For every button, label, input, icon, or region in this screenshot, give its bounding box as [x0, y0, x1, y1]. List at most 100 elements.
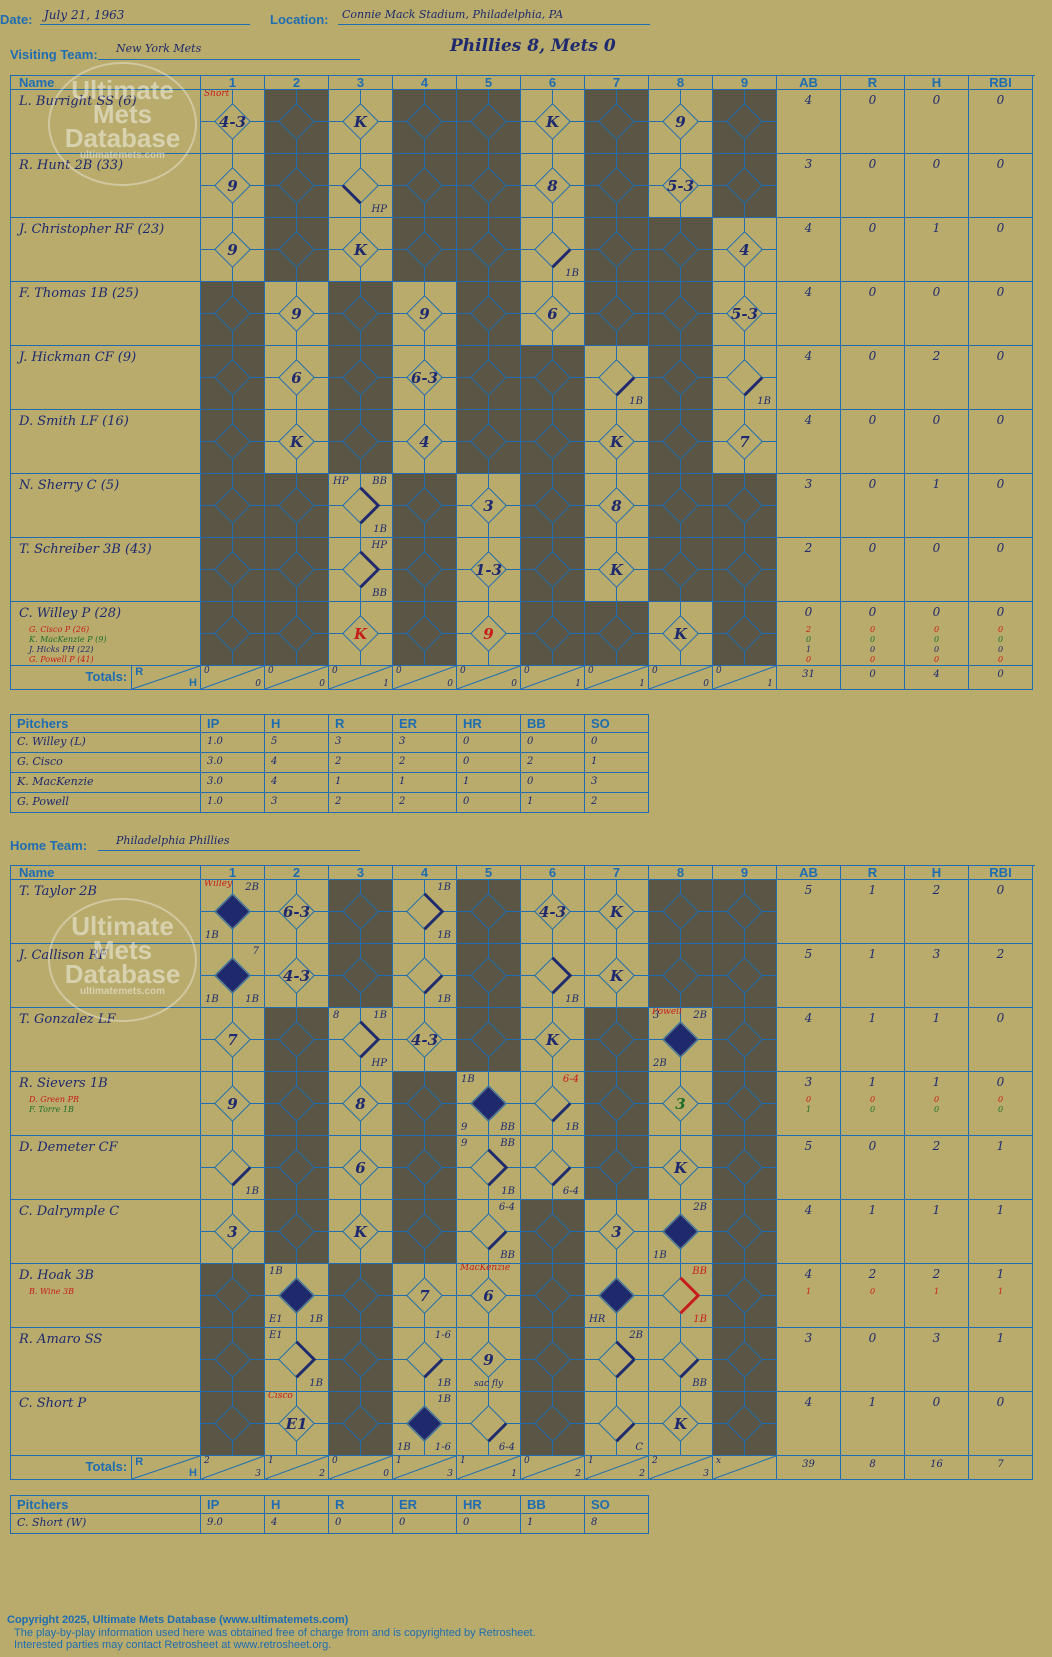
- player-rbi: 0: [969, 1392, 1033, 1456]
- at-bat-cell: 6-4 BB: [457, 1200, 521, 1264]
- substitute-rbi-value: 0: [997, 645, 1004, 654]
- player-rbi: 0: [969, 218, 1033, 282]
- at-bat-cell: [649, 282, 713, 346]
- play-note-top-right: 2B: [693, 1010, 707, 1021]
- player-r: 0: [841, 1136, 905, 1200]
- player-rbi: 0: [969, 538, 1033, 602]
- pitchers-header: Pitchers: [11, 1496, 201, 1514]
- inning-header-4: 4: [393, 866, 457, 880]
- inning-hits: 1: [575, 679, 581, 689]
- player-name: J. Hickman CF (9): [19, 350, 137, 365]
- total-r: 0: [841, 666, 905, 690]
- player-r: 0: [841, 410, 905, 474]
- player-name-cell: R. Amaro SS: [11, 1328, 201, 1392]
- ab-value: 4: [804, 285, 813, 299]
- player-r: 0: [841, 1328, 905, 1392]
- substitute-ab-value: 1: [805, 1287, 812, 1296]
- pitching-stat-value: 0: [457, 733, 521, 753]
- footer-copyright: Copyright 2025, Ultimate Mets Database (…: [7, 1614, 349, 1626]
- play-note-top-right: HP: [371, 540, 387, 551]
- player-name: D. Hoak 3B: [19, 1268, 94, 1283]
- at-bat-cell: K: [585, 880, 649, 944]
- pitcher-change-note: Short: [204, 90, 230, 99]
- total-r: 8: [841, 1456, 905, 1480]
- play-result: 5-3: [730, 304, 759, 323]
- rbi-value: 0: [996, 157, 1005, 171]
- pitching-stat-header: HR: [457, 1496, 521, 1514]
- pitching-stat-value: 1: [329, 773, 393, 793]
- ab-column-header: AB: [777, 76, 841, 90]
- inning-runs: x: [716, 1456, 722, 1466]
- r-column-header: R: [841, 76, 905, 90]
- at-bat-cell: 1-3: [457, 538, 521, 602]
- r-value: 0: [868, 93, 877, 107]
- player-name: F. Thomas 1B (25): [19, 286, 139, 301]
- at-bat-cell: [265, 1136, 329, 1200]
- at-bat-cell: Willey 2B 1B: [201, 880, 265, 944]
- player-name: C. Short P: [19, 1396, 87, 1411]
- at-bat-cell: [521, 474, 585, 538]
- ab-value: 4: [804, 1267, 813, 1281]
- substitute-ab-value: 0: [805, 655, 812, 664]
- play-result: 4: [739, 240, 750, 259]
- inning-header-5: 5: [457, 866, 521, 880]
- player-h: 2: [905, 1136, 969, 1200]
- play-note-bottom-left: 1B: [397, 1442, 411, 1453]
- at-bat-cell: [585, 90, 649, 154]
- play-result: 9: [227, 1094, 238, 1113]
- ab-value: 5: [804, 883, 813, 897]
- total-rbi: 7: [969, 1456, 1033, 1480]
- at-bat-cell: 6: [521, 282, 585, 346]
- pitching-stat-value: 4: [265, 773, 329, 793]
- at-bat-cell: 3: [201, 1200, 265, 1264]
- at-bat-cell: 1-6 1B: [393, 1328, 457, 1392]
- at-bat-cell: 1B: [521, 944, 585, 1008]
- r-value: 0: [868, 413, 877, 427]
- h-value: 2: [932, 1139, 941, 1153]
- at-bat-cell: K: [329, 602, 393, 666]
- totals-label: Totals:: [85, 1459, 128, 1474]
- h-value: 3: [932, 947, 941, 961]
- inning-total: x: [713, 1456, 777, 1480]
- player-h: 0: [905, 154, 969, 218]
- substitute-rbi-value: 0: [997, 1095, 1004, 1104]
- at-bat-cell: [265, 154, 329, 218]
- pitching-stat-header: BB: [521, 1496, 585, 1514]
- pitching-stat-value: 4: [265, 753, 329, 773]
- play-result: 8: [547, 176, 558, 195]
- at-bat-cell: [457, 944, 521, 1008]
- at-bat-cell: [265, 474, 329, 538]
- inning-hits: 1: [639, 679, 645, 689]
- at-bat-cell: [393, 218, 457, 282]
- substitute-r-value: 0: [869, 625, 876, 634]
- player-h: 0: [905, 1392, 969, 1456]
- inning-runs: 2: [652, 1456, 658, 1466]
- substitute-name: K. MacKenzie P (9): [29, 635, 107, 644]
- player-rbi: 1: [969, 1136, 1033, 1200]
- player-r: 1: [841, 1200, 905, 1264]
- player-rbi: 1: [969, 1200, 1033, 1264]
- total-ab: 31: [777, 666, 841, 690]
- pitching-stat-header: H: [265, 1496, 329, 1514]
- ab-value: 5: [804, 1139, 813, 1153]
- at-bat-cell: [585, 602, 649, 666]
- pitching-stat-value: 0: [457, 1514, 521, 1534]
- at-bat-cell: [329, 1264, 393, 1328]
- play-result: 9: [419, 304, 430, 323]
- r-value: 2: [868, 1267, 877, 1281]
- at-bat-cell: [585, 282, 649, 346]
- at-bat-cell: 9: [265, 282, 329, 346]
- at-bat-cell: 6-4: [457, 1392, 521, 1456]
- at-bat-cell: [265, 1072, 329, 1136]
- at-bat-cell: [713, 1328, 777, 1392]
- play-note-bottom-left: 9: [461, 1122, 468, 1133]
- at-bat-cell: [649, 944, 713, 1008]
- at-bat-cell: [265, 218, 329, 282]
- at-bat-cell: 6-4: [521, 1136, 585, 1200]
- at-bat-cell: 6-4 1B: [521, 1072, 585, 1136]
- inning-header-9: 9: [713, 76, 777, 90]
- inning-header-7: 7: [585, 76, 649, 90]
- play-result: 9: [227, 240, 238, 259]
- player-name-cell: C. Willey P (28) G. Cisco P (26) K. MacKen…: [11, 602, 201, 666]
